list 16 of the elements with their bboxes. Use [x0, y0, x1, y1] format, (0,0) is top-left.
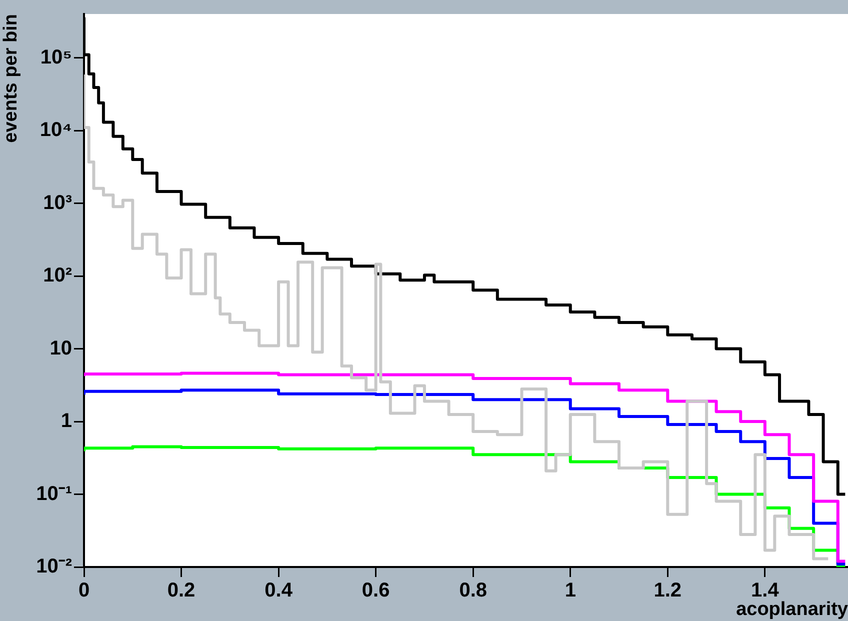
x-tick-label: 1 [564, 580, 576, 602]
y-tick-label: 10⁻¹ [36, 482, 72, 505]
y-tick-label: 10⁵ [40, 46, 72, 68]
y-tick-label: 10 [50, 337, 72, 360]
y-axis-title: events per bin [0, 14, 22, 143]
y-tick-label: 10⁴ [40, 119, 72, 142]
x-tick-label: 0.2 [167, 580, 196, 602]
x-tick-label: 0.6 [362, 580, 390, 602]
y-tick-label: 10² [43, 264, 72, 287]
x-tick-label: 1.2 [654, 580, 682, 602]
y-tick-label: 1 [60, 410, 72, 432]
y-tick-label: 10⁻² [36, 556, 72, 578]
x-tick-label: 0 [78, 580, 90, 602]
y-tick-label: 10³ [43, 192, 72, 214]
x-tick-label: 0.8 [459, 580, 488, 602]
x-tick-label: 0.4 [264, 580, 294, 602]
